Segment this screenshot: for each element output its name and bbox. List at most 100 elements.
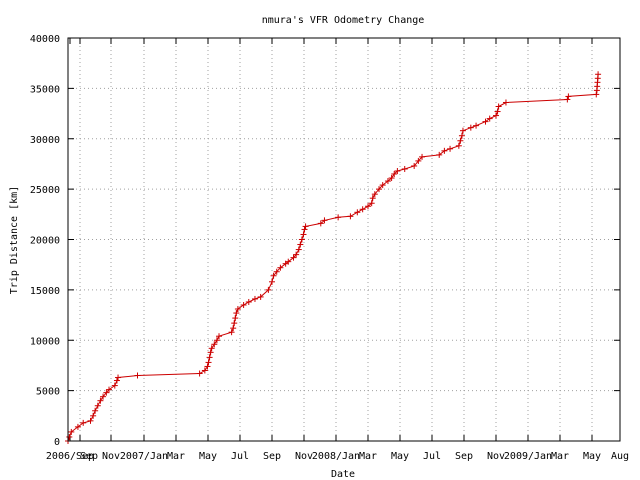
x-tick-label: May [391,451,409,462]
data-point [216,333,223,340]
data-point [201,367,208,374]
x-tick-label: Mar [167,451,185,462]
x-tick-label: May [199,451,217,462]
data-point [301,226,308,233]
x-tick-label: Jul [423,451,441,462]
data-point [371,191,378,198]
data-point [419,153,426,160]
data-point [100,393,107,400]
data-point [495,103,502,110]
data-point [233,310,240,317]
data-point [457,137,464,144]
data-point [285,258,292,265]
y-tick-label: 20000 [30,236,60,247]
x-tick-label: Nov [487,451,505,462]
data-point [415,157,422,164]
data-point [459,127,466,134]
data-point [251,295,258,302]
data-point [245,298,252,305]
data-point [317,220,324,227]
data-point [208,345,215,352]
data-point [401,165,408,172]
plot-frame [67,37,621,442]
data-point [436,151,443,158]
data-point [494,108,501,115]
data-point [388,175,395,182]
data-point [206,354,213,361]
data-point [347,213,354,220]
x-tick-label: 2009/Jan [504,451,552,462]
data-point [482,118,489,125]
y-tick-label: 35000 [30,84,60,95]
data-point [290,254,297,261]
data-point [359,206,366,213]
data-point [230,325,237,332]
x-tick-label: 2007/Jan [120,451,168,462]
data-point [228,329,235,336]
data-point [111,382,118,389]
data-point [270,272,277,279]
series-layer [65,71,602,444]
data-point [80,419,87,426]
x-tick-label: Sep [263,451,281,462]
data-point [113,377,120,384]
data-point [441,147,448,154]
data-point [207,349,214,356]
data-point [300,231,307,238]
y-tick-label: 40000 [30,34,60,45]
chart-title: nmura's VFR Odometry Change [262,15,425,26]
data-point [231,320,238,327]
data-point [257,293,264,300]
data-point [273,268,280,275]
x-tick-label: 2006/Sep [46,451,94,462]
data-point [394,167,401,174]
data-point [467,124,474,131]
data-point [369,195,376,202]
data-point [447,145,454,152]
data-point [265,286,272,293]
y-tick-label: 30000 [30,135,60,146]
data-point [232,315,239,322]
y-tick-label: 5000 [36,387,60,398]
x-tick-label: Mar [551,451,569,462]
data-point [455,142,462,149]
data-point [486,115,493,122]
x-tick-label: Sep [455,451,473,462]
data-point [134,372,141,379]
y-tick-label: 15000 [30,286,60,297]
x-tick-label: Nov [102,451,120,462]
data-point [90,412,97,419]
data-point [564,96,571,103]
data-point [391,171,398,178]
data-point [103,389,110,396]
x-tick-label: Mar [359,451,377,462]
data-point [106,386,113,393]
data-point [68,428,75,435]
data-point [205,359,212,366]
data-point [593,91,600,98]
data-point [92,407,99,414]
data-point [196,370,203,377]
x-tick-label: May [583,451,601,462]
data-point [240,301,247,308]
data-point [66,433,73,440]
data-point [473,122,480,129]
x-tick-label: Jul [231,451,249,462]
data-point [493,112,499,119]
data-point [565,93,572,100]
data-point [379,182,386,189]
y-tick-label: 10000 [30,336,60,347]
y-tick-label: 0 [54,437,60,448]
data-point [411,162,418,169]
data-point [298,236,305,243]
data-point [354,209,361,216]
data-point [87,417,94,424]
grid-layer [68,38,620,441]
data-point [502,99,509,106]
data-point [211,341,218,348]
x-tick-label: 2008/Jan [312,451,360,462]
x-tick-label: Aug [611,451,629,462]
data-point [277,264,284,271]
